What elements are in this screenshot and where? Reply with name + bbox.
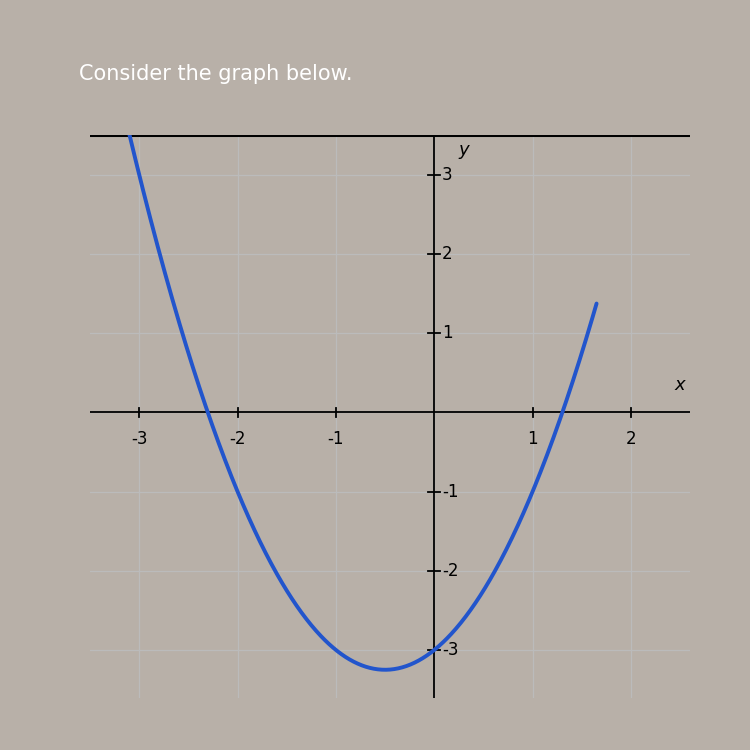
Text: x: x [674, 376, 685, 394]
Text: y: y [459, 141, 470, 159]
Text: 2: 2 [442, 244, 453, 262]
Text: -1: -1 [442, 482, 459, 500]
Text: 2: 2 [626, 430, 636, 448]
Text: -3: -3 [131, 430, 148, 448]
Text: -2: -2 [230, 430, 246, 448]
Text: -1: -1 [328, 430, 344, 448]
Text: 1: 1 [442, 324, 453, 342]
Text: 1: 1 [527, 430, 538, 448]
Text: -3: -3 [442, 641, 459, 659]
Text: -2: -2 [442, 562, 459, 580]
Text: 3: 3 [442, 166, 453, 184]
Text: Consider the graph below.: Consider the graph below. [79, 64, 352, 84]
